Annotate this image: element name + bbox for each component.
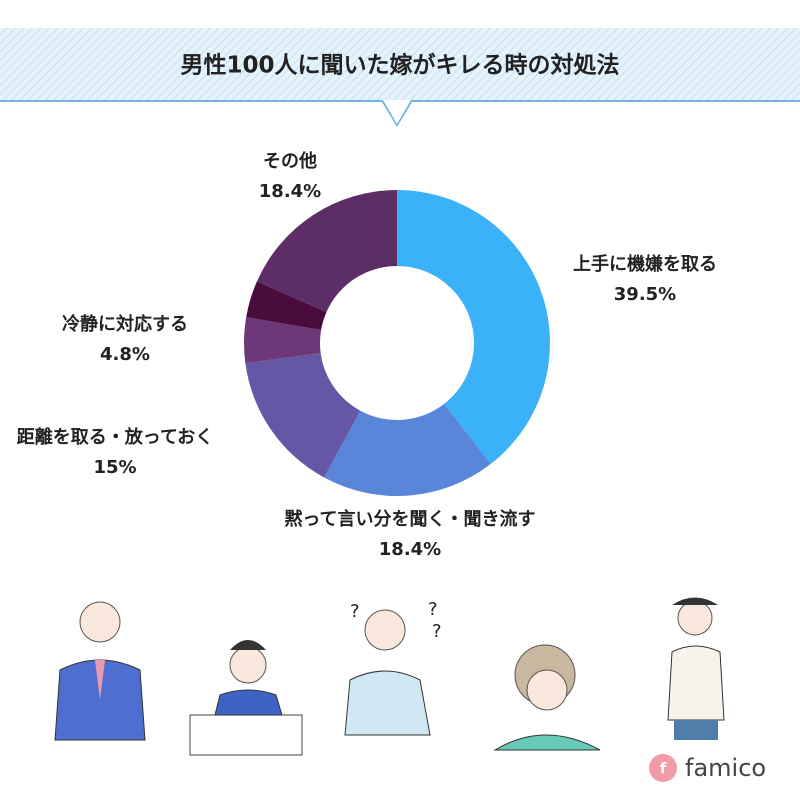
logo-text: famico: [685, 754, 766, 782]
donut-segment: [246, 281, 327, 330]
question-mark-icon: ?: [350, 601, 360, 622]
question-mark-icon: ?: [432, 621, 442, 642]
banner-notch: [385, 101, 409, 122]
donut-segment: [397, 190, 550, 464]
value-label: 4.8%: [100, 344, 150, 365]
value-label: 18.4%: [259, 181, 321, 202]
person-suit: [54, 601, 146, 741]
logo-icon: [649, 754, 677, 782]
title-banner: [0, 28, 800, 100]
person-sweater: [667, 597, 725, 740]
segment-label: その他: [263, 150, 317, 172]
person-glasses: [493, 644, 601, 751]
banner-pointer: [0, 100, 800, 127]
value-label: 39.5%: [614, 284, 676, 305]
donut-segment: [256, 190, 397, 312]
donut-segment: [245, 353, 361, 478]
question-mark-icon: ?: [428, 599, 438, 620]
person-confused: ? ? ?: [344, 599, 442, 736]
segment-label: 距離を取る・放っておく: [17, 426, 214, 448]
value-label: 15%: [93, 457, 136, 478]
chart-title: 男性100人に聞いた嫁がキレる時の対処法: [180, 52, 619, 79]
donut-segment: [243, 317, 322, 364]
donut-segment: [324, 403, 491, 496]
illustrations: ? ? ?: [54, 597, 725, 756]
donut-chart: 上手に機嫌を取る 39.5% 黙って言い分を聞く・聞き流す 18.4% 距離を取る・放っ…: [17, 150, 717, 560]
segment-label: 上手に機嫌を取る: [573, 253, 717, 275]
logo: f famico: [649, 754, 766, 782]
segment-label: 冷静に対応する: [62, 313, 188, 335]
logo-mark: f: [660, 760, 667, 778]
value-label: 18.4%: [379, 539, 441, 560]
segment-label: 黙って言い分を聞く・聞き流す: [284, 508, 535, 530]
person-sign: [189, 640, 303, 756]
